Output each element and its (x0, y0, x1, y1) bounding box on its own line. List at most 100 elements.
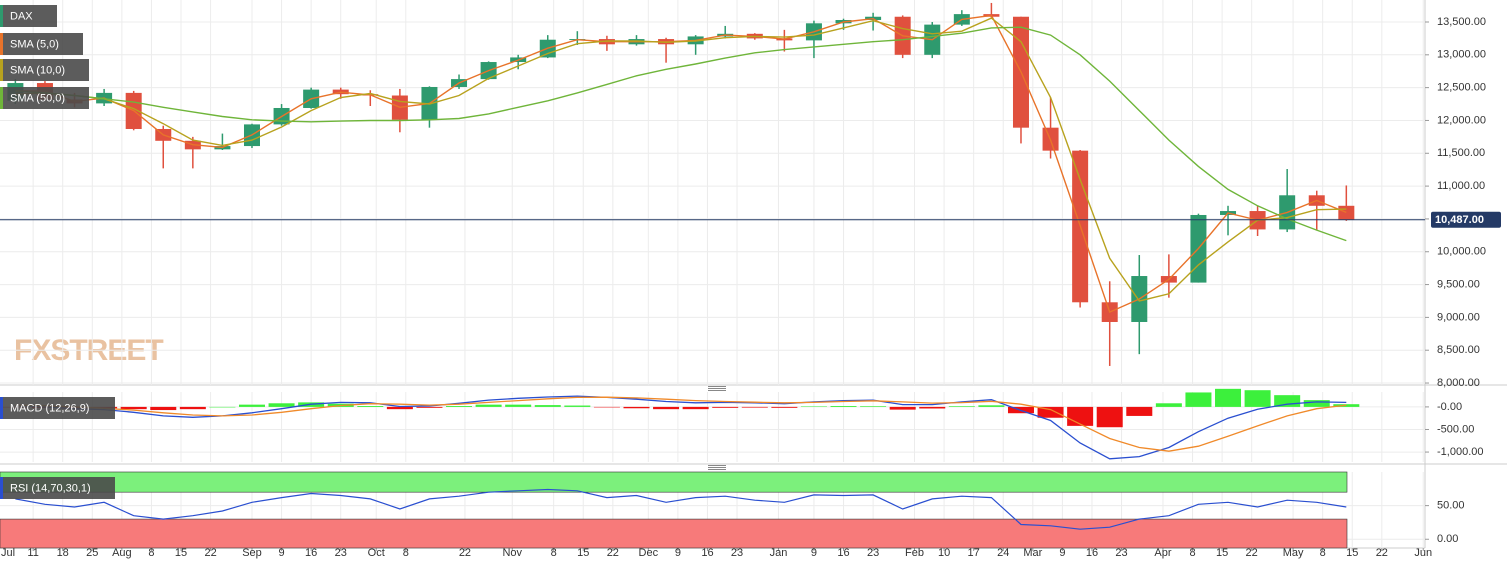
series-line (15, 396, 1347, 452)
x-tick-label: 23 (867, 547, 879, 559)
y-tick-label: 13,500.00 (1437, 16, 1486, 28)
x-tick-label: 22 (1246, 547, 1258, 559)
bands-layer (0, 471, 1348, 549)
x-tick-label: 18 (57, 547, 69, 559)
histogram-bar (1244, 390, 1271, 407)
histogram-bar (1096, 406, 1123, 428)
x-tick-label: 24 (997, 547, 1009, 559)
histogram-bar (948, 406, 975, 407)
histogram-bar (593, 406, 620, 408)
y-tick-label: 9,000.00 (1437, 311, 1480, 323)
histogram-bar (505, 404, 532, 407)
labels-layer: 8,000.00 8,500.00 9,000.00 9,500.00 10,000.0… (0, 5, 1501, 559)
x-tick-label: 9 (811, 547, 817, 559)
x-tick-label: 8 (551, 547, 557, 559)
histogram-bar (860, 406, 887, 407)
x-tick-label: 16 (305, 547, 317, 559)
histogram-bar (1215, 388, 1242, 407)
y-tick-label: 11,000.00 (1437, 180, 1485, 192)
x-tick-label: May (1283, 547, 1304, 559)
histogram-bar (416, 406, 443, 408)
legend-box (0, 87, 89, 109)
x-tick-label: 22 (459, 547, 471, 559)
x-tick-label: 10 (938, 547, 950, 559)
x-tick-label: Dec (639, 547, 659, 559)
histogram-bar (682, 406, 709, 410)
x-tick-label: 16 (837, 547, 849, 559)
histogram-bar (1303, 400, 1330, 407)
x-tick-label: Jul (1, 547, 15, 559)
rsi-upper-band (0, 471, 1348, 493)
y-tick-label: 8,500.00 (1437, 344, 1480, 356)
histogram-bar (564, 405, 591, 407)
y-tick-label: 50.00 (1437, 500, 1465, 512)
histogram-bar (712, 406, 739, 408)
legend-label: SMA (50,0) (10, 92, 65, 104)
x-tick-label: Jun (1414, 547, 1432, 559)
x-tick-label: Aug (112, 547, 132, 559)
histogram-bar (475, 404, 502, 407)
x-tick-label: Feb (905, 547, 924, 559)
histogram-bar (209, 406, 236, 408)
x-tick-label: 11 (27, 547, 38, 559)
x-tick-label: Sep (242, 547, 262, 559)
y-tick-label: -0.00 (1437, 401, 1462, 413)
legend-label: RSI (14,70,30,1) (10, 482, 91, 494)
histogram-bar (800, 406, 827, 407)
x-tick-label: 15 (1216, 547, 1228, 559)
lines-layer (0, 14, 1425, 530)
histogram-bar (1126, 406, 1153, 416)
x-tick-label: 8 (403, 547, 409, 559)
x-tick-label: 15 (1346, 547, 1358, 559)
legend-box (0, 5, 57, 27)
y-tick-label: 8,000.00 (1437, 377, 1480, 389)
x-tick-label: Jan (770, 547, 788, 559)
series-line (15, 17, 1347, 302)
x-tick-label: 8 (148, 547, 154, 559)
x-tick-label: 9 (675, 547, 681, 559)
y-tick-label: 12,500.00 (1437, 82, 1486, 94)
histogram-bar (889, 406, 916, 410)
x-tick-label: 15 (175, 547, 187, 559)
y-tick-label: 0.00 (1437, 533, 1458, 545)
histogram-bar (1274, 395, 1301, 407)
x-tick-label: 16 (1086, 547, 1098, 559)
histogram-bar (1037, 406, 1064, 418)
histogram-bar (1185, 392, 1212, 407)
histogram-bar (741, 406, 768, 408)
legend-label: SMA (5,0) (10, 38, 59, 50)
legend-box (0, 59, 89, 81)
x-tick-label: 15 (577, 547, 589, 559)
y-tick-label: 11,500.00 (1437, 147, 1485, 159)
y-tick-label: 12,000.00 (1437, 114, 1486, 126)
rsi-lower-band (0, 518, 1348, 549)
x-tick-label: 25 (86, 547, 98, 559)
last-price-label: 10,487.00 (1435, 214, 1484, 226)
x-tick-label: 23 (335, 547, 347, 559)
x-tick-label: 17 (968, 547, 980, 559)
y-tick-label: 9,500.00 (1437, 278, 1480, 290)
resize-handle[interactable] (708, 386, 726, 470)
series-line (15, 395, 1347, 460)
y-tick-label: -500.00 (1437, 423, 1474, 435)
x-tick-label: 23 (1115, 547, 1127, 559)
x-tick-label: Oct (368, 547, 385, 559)
y-tick-label: -1,000.00 (1437, 446, 1483, 458)
histogram-bar (268, 403, 295, 407)
x-tick-label: 9 (1059, 547, 1065, 559)
histogram-bar (1067, 406, 1094, 426)
histogram-bar (179, 406, 206, 410)
histogram-bar (386, 406, 413, 410)
main-panel (0, 0, 1425, 385)
legend-swatch (0, 59, 3, 81)
legend-swatch (0, 87, 3, 109)
histogram-bar (830, 406, 857, 407)
histogram-bar (357, 406, 384, 407)
histogram-bar (120, 406, 147, 410)
x-tick-label: 22 (1376, 547, 1388, 559)
histogram-bar (238, 404, 265, 407)
x-tick-label: Nov (502, 547, 522, 559)
x-tick-label: 8 (1189, 547, 1195, 559)
